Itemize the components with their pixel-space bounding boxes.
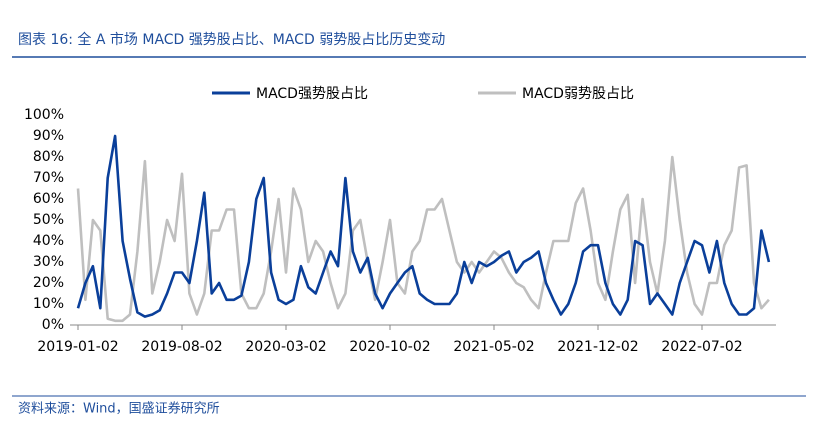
- chart-title: 图表 16: 全 A 市场 MACD 强势股占比、MACD 弱势股占比历史变动: [18, 31, 445, 48]
- x-tick-label: 2022-07-02: [661, 339, 742, 355]
- y-tick-label: 70%: [33, 170, 64, 186]
- x-tick-label: 2020-03-02: [245, 339, 326, 355]
- legend-label: MACD弱势股占比: [522, 86, 634, 102]
- x-tick-label: 2019-01-02: [37, 339, 118, 355]
- source: 资料来源：Wind，国盛证券研究所: [18, 401, 220, 417]
- y-tick-label: 40%: [33, 233, 64, 249]
- series-line: [76, 155, 770, 323]
- y-tick-label: 0%: [42, 317, 64, 333]
- x-tick-label: 2020-10-02: [349, 339, 430, 355]
- y-tick-label: 30%: [33, 254, 64, 270]
- y-tick-label: 80%: [33, 149, 64, 165]
- y-tick-label: 90%: [33, 128, 64, 144]
- y-tick-label: 100%: [24, 107, 64, 123]
- legend-label: MACD强势股占比: [256, 86, 368, 102]
- x-tick-label: 2021-12-02: [557, 339, 638, 355]
- x-tick-label: 2019-08-02: [141, 339, 222, 355]
- y-tick-label: 20%: [33, 275, 64, 291]
- y-tick-label: 10%: [33, 296, 64, 312]
- series-line: [76, 134, 771, 318]
- y-tick-label: 60%: [33, 191, 64, 207]
- x-tick-label: 2021-05-02: [453, 339, 534, 355]
- y-tick-label: 50%: [33, 212, 64, 228]
